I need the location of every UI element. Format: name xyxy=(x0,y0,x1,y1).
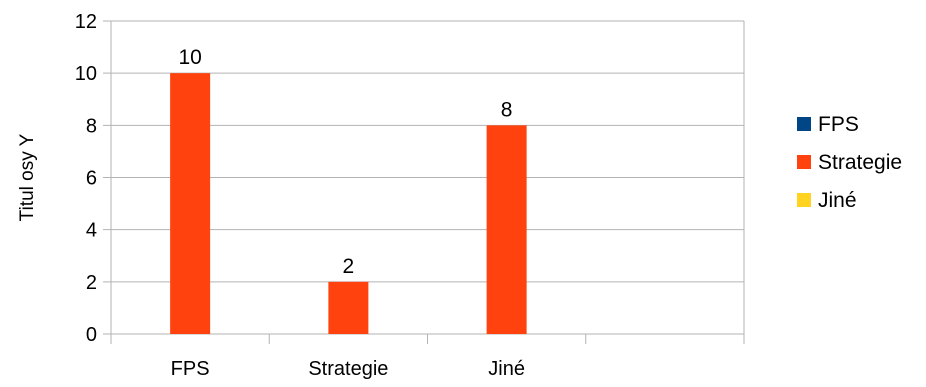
x-tick-label: FPS xyxy=(171,358,210,380)
bars xyxy=(170,73,527,335)
y-tick-label: 10 xyxy=(75,63,97,85)
bar-fps xyxy=(170,73,211,335)
legend-label: Strategie xyxy=(818,151,902,174)
y-tick-label: 6 xyxy=(86,168,97,190)
data-label: 10 xyxy=(178,46,201,69)
data-labels: 10 2 8 xyxy=(178,46,512,278)
y-tick-label: 8 xyxy=(86,115,97,137)
bar-jiné xyxy=(486,125,527,334)
y-tick-label: 12 xyxy=(75,11,97,33)
data-label: 2 xyxy=(343,255,355,278)
y-tick-label: 2 xyxy=(86,272,97,294)
legend-label: FPS xyxy=(818,113,859,136)
y-axis-ticks: 0 2 4 6 8 10 12 xyxy=(75,11,97,346)
legend-label: Jiné xyxy=(818,189,857,212)
x-tick-label: Strategie xyxy=(308,358,388,380)
x-tick-label: Jiné xyxy=(488,358,525,380)
bar-strategie xyxy=(328,281,369,334)
data-label: 8 xyxy=(501,98,513,121)
y-axis-title: Titul osy Y xyxy=(17,133,38,221)
y-tick-label: 4 xyxy=(86,220,97,242)
legend-swatch xyxy=(797,155,811,169)
legend-swatch xyxy=(797,193,811,207)
legend: FPS Strategie Jiné xyxy=(797,113,902,212)
x-axis: FPS Strategie Jiné xyxy=(110,334,745,380)
y-tick-label: 0 xyxy=(86,324,97,346)
legend-swatch xyxy=(797,117,811,131)
